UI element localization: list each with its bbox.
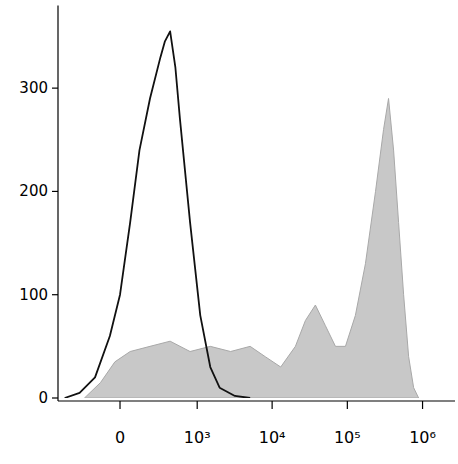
x-tick-label: 10³ — [184, 428, 211, 447]
y-tick — [52, 191, 58, 192]
x-tick-label: 0 — [115, 428, 125, 447]
x-tick — [347, 401, 348, 409]
x-tick-label: 10⁵ — [334, 428, 361, 447]
x-tick-label: 10⁶ — [409, 428, 436, 447]
y-tick-label: 200 — [19, 182, 48, 200]
x-tick — [272, 401, 273, 409]
y-tick-label: 100 — [19, 286, 48, 304]
chart: 0 100 200 300 0 10³ 10⁴ 10⁵ 10⁶ — [0, 0, 458, 464]
x-axis — [58, 400, 455, 401]
x-tick — [197, 401, 198, 409]
y-tick — [52, 294, 58, 295]
x-tick-label: 10⁴ — [259, 428, 286, 447]
y-tick — [52, 88, 58, 89]
filled-histogram — [84, 98, 418, 398]
outline-histogram — [65, 31, 250, 398]
x-tick — [422, 401, 423, 409]
y-tick-label: 0 — [38, 389, 48, 407]
y-tick — [52, 397, 58, 398]
y-tick-label: 300 — [19, 79, 48, 97]
plot-area — [65, 31, 419, 398]
x-tick — [119, 401, 120, 409]
y-axis — [57, 6, 58, 402]
